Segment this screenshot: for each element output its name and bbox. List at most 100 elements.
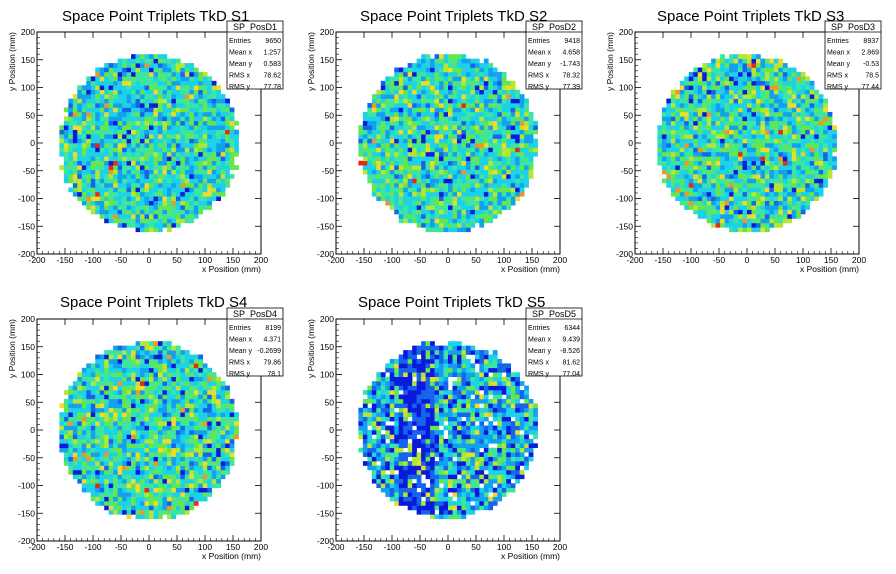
heatmap-cell <box>126 151 132 157</box>
heatmap-cell <box>68 434 74 440</box>
heatmap-cell <box>666 116 672 122</box>
heatmap-cell <box>362 169 368 175</box>
heatmap-cell <box>515 111 520 117</box>
heatmap-cell <box>117 376 123 382</box>
heatmap-cell <box>398 94 404 99</box>
heatmap-cell <box>104 63 109 68</box>
heatmap-cell <box>398 165 404 170</box>
heatmap-cell <box>497 156 503 162</box>
heatmap-cell <box>715 209 721 215</box>
heatmap-cell <box>140 416 145 422</box>
heatmap-cell <box>90 469 96 475</box>
heatmap-cell <box>398 71 404 77</box>
heatmap-cell <box>470 178 476 184</box>
heatmap-cell <box>814 143 819 148</box>
heatmap-cell <box>207 138 213 144</box>
heatmap-cell <box>153 381 159 386</box>
heatmap-cell <box>380 111 386 117</box>
heatmap-cell <box>86 412 92 417</box>
heatmap-cell <box>380 169 386 175</box>
heatmap-cell <box>818 182 824 188</box>
heatmap-cell <box>421 85 426 91</box>
heatmap-cell <box>800 151 806 157</box>
heatmap-cell <box>448 58 453 64</box>
heatmap-cell <box>153 165 159 170</box>
heatmap-cell <box>729 125 734 130</box>
heatmap-cell <box>702 116 707 122</box>
heatmap-cell <box>184 138 190 144</box>
heatmap-cell <box>86 111 92 117</box>
heatmap-cell <box>117 98 123 104</box>
heatmap-cell <box>483 174 489 179</box>
heatmap-cell <box>515 187 520 193</box>
heatmap-cell <box>764 116 770 122</box>
heatmap-cell <box>403 209 408 215</box>
heatmap-cell <box>126 196 132 202</box>
heatmap-cell <box>430 63 435 68</box>
heatmap-cell <box>77 407 83 413</box>
heatmap-cell <box>108 358 114 364</box>
heatmap-cell <box>755 80 761 86</box>
heatmap-cell <box>153 363 159 369</box>
heatmap-cell <box>747 98 752 104</box>
stats-value: 1.257 <box>263 50 281 57</box>
heatmap-cell <box>149 63 154 68</box>
heatmap-cell <box>515 103 520 108</box>
heatmap-cell <box>702 165 707 170</box>
heatmap-cell <box>403 160 408 166</box>
heatmap-cell <box>443 214 449 219</box>
heatmap-cell <box>742 94 748 99</box>
heatmap-cell <box>95 398 101 404</box>
heatmap-cell <box>104 209 109 215</box>
heatmap-cell <box>407 169 413 175</box>
heatmap-cell <box>225 129 230 135</box>
heatmap-cell <box>755 103 761 108</box>
heatmap-cell <box>515 160 520 166</box>
heatmap-cell <box>430 200 435 206</box>
heatmap-cell <box>670 187 676 193</box>
heatmap-cell <box>117 390 123 395</box>
heatmap-cell <box>425 80 431 86</box>
heatmap-cell <box>225 151 230 157</box>
heatmap-cell <box>95 116 101 122</box>
heatmap-cell <box>510 98 516 104</box>
heatmap-cell <box>760 107 766 113</box>
heatmap-cell <box>59 447 65 453</box>
heatmap-cell <box>787 205 793 210</box>
heatmap-cell <box>764 80 770 86</box>
heatmap-cell <box>108 67 114 73</box>
heatmap-cell <box>425 227 431 233</box>
heatmap-cell <box>670 116 676 122</box>
heatmap-cell <box>117 178 123 184</box>
heatmap-cell <box>394 165 400 170</box>
heatmap-cell <box>742 169 748 175</box>
heatmap-cell <box>474 205 480 210</box>
heatmap-cell <box>229 120 235 126</box>
heatmap-cell <box>448 129 453 135</box>
heatmap-cell <box>720 191 725 197</box>
heatmap-cell <box>211 138 217 144</box>
heatmap-cell <box>403 129 408 135</box>
heatmap-cell <box>501 120 507 126</box>
heatmap-cell <box>389 98 395 104</box>
heatmap-cell <box>104 367 109 373</box>
heatmap-cell <box>216 116 221 122</box>
heatmap-cell <box>126 452 132 457</box>
heatmap-cell <box>470 165 476 170</box>
heatmap-cell <box>86 174 92 179</box>
heatmap-cell <box>434 209 440 215</box>
heatmap-cell <box>153 138 159 144</box>
heatmap-cell <box>738 63 743 68</box>
heatmap-cell <box>95 487 101 493</box>
heatmap-cell <box>162 501 168 506</box>
heatmap-cell <box>385 191 391 197</box>
heatmap-cell <box>376 169 382 175</box>
heatmap-cell <box>171 58 177 64</box>
heatmap-cell <box>162 103 168 108</box>
heatmap-cell <box>376 138 382 144</box>
heatmap-cell <box>149 116 154 122</box>
heatmap-cell <box>679 103 685 108</box>
heatmap-cell <box>135 191 141 197</box>
heatmap-cell <box>104 218 109 224</box>
x-tick-label: -150 <box>654 255 671 265</box>
